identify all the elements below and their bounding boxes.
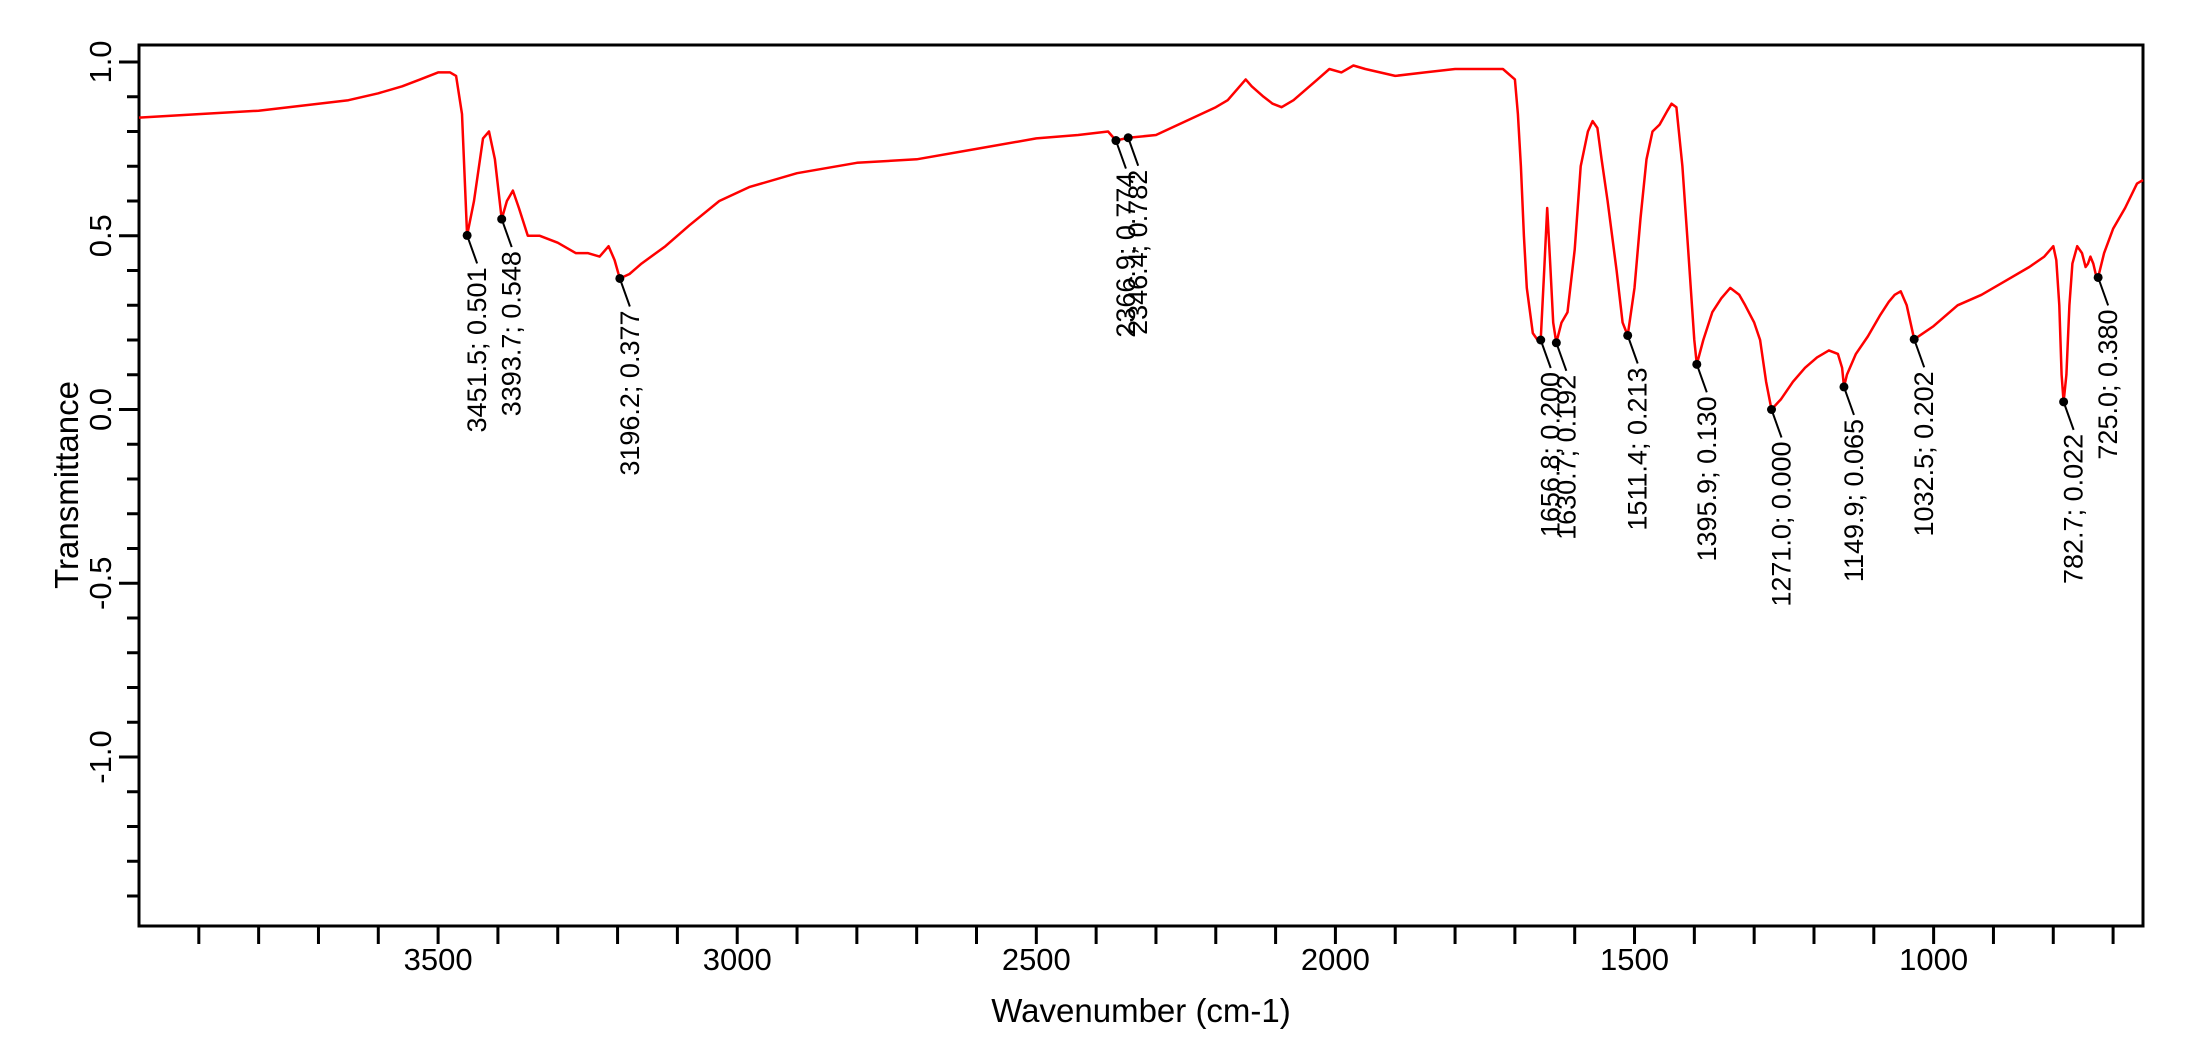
peak-leader-line bbox=[500, 218, 513, 248]
peak-label: 1630.7; 0.192 bbox=[1551, 375, 1581, 540]
y-tick-label: -1.0 bbox=[83, 730, 118, 783]
peak-label: 3393.7; 0.548 bbox=[497, 251, 527, 416]
x-axis-ticks: 3500 3000 2500 2000 1500 1000 bbox=[197, 926, 2115, 977]
peak-marker bbox=[462, 230, 472, 240]
peak-marker bbox=[1909, 334, 1919, 344]
y-tick-label: 0.0 bbox=[83, 388, 118, 431]
y-tick-label: -0.5 bbox=[83, 557, 118, 610]
peak-label: 3196.2; 0.377 bbox=[615, 310, 645, 475]
x-tick-label: 2000 bbox=[1301, 942, 1370, 977]
peak-marker bbox=[1623, 330, 1633, 340]
peak-leader-line bbox=[1114, 140, 1127, 169]
plot-frame bbox=[137, 43, 2145, 928]
x-tick-label: 3000 bbox=[703, 942, 772, 977]
peak-leader-line bbox=[1539, 339, 1552, 369]
peak-label: 1395.9; 0.130 bbox=[1692, 396, 1722, 561]
peak-label: 1032.5; 0.202 bbox=[1909, 371, 1939, 536]
peak-label: 1511.4; 0.213 bbox=[1623, 367, 1653, 530]
x-tick-label: 1000 bbox=[1899, 942, 1968, 977]
peak-leader-line bbox=[1770, 409, 1783, 438]
peak-label: 2366.9; 0.774 bbox=[1111, 173, 1141, 338]
peak-marker bbox=[615, 273, 625, 283]
peak-leader-line bbox=[1843, 386, 1855, 416]
peak-label: 725.0; 0.380 bbox=[2093, 309, 2123, 459]
peak-label: 2346.4; 0.782 bbox=[1123, 170, 1153, 335]
y-axis-ticks: 1.0 0.5 0.0 -0.5 -1.0 bbox=[83, 40, 139, 898]
peak-marker bbox=[1123, 133, 1133, 143]
peak-marker bbox=[2059, 397, 2069, 407]
peak-marker bbox=[497, 214, 507, 224]
peak-label: 1149.9; 0.065 bbox=[1839, 419, 1869, 582]
peak-label: 782.7; 0.022 bbox=[2059, 434, 2089, 584]
peak-leader-line bbox=[1626, 335, 1639, 364]
spectrum-line bbox=[138, 64, 2144, 411]
y-tick-label: 1.0 bbox=[83, 40, 118, 83]
peak-marker bbox=[1839, 382, 1849, 392]
peak-leader-line bbox=[2097, 277, 2110, 306]
peak-leader-line bbox=[1913, 338, 1926, 368]
peak-marker bbox=[1111, 136, 1121, 146]
peak-leader-line bbox=[618, 278, 631, 307]
peak-marker bbox=[1767, 405, 1777, 414]
peak-marker bbox=[1551, 338, 1561, 348]
x-tick-label: 3500 bbox=[404, 942, 473, 977]
peak-annotations: 3451.5; 0.501 3393.7; 0.548 3196.2; 0.377 2… bbox=[462, 133, 2123, 607]
peak-leader-line bbox=[1555, 342, 1568, 372]
peak-leader-line bbox=[1695, 363, 1708, 393]
peak-marker bbox=[2093, 272, 2103, 282]
peak-marker bbox=[1692, 359, 1702, 369]
peak-leader-line bbox=[1127, 137, 1140, 167]
x-tick-label: 2500 bbox=[1002, 942, 1071, 977]
peak-label: 1271.0; 0.000 bbox=[1767, 442, 1797, 607]
x-tick-label: 1500 bbox=[1600, 942, 1669, 977]
peak-marker bbox=[1536, 335, 1546, 345]
peak-leader-line bbox=[2062, 401, 2075, 431]
peak-label: 1656.8; 0.200 bbox=[1536, 372, 1566, 537]
y-tick-label: 0.5 bbox=[83, 214, 118, 257]
x-axis-title: Wavenumber (cm-1) bbox=[991, 992, 1291, 1029]
peak-leader-line bbox=[466, 235, 479, 264]
y-axis-title: Transmittance bbox=[48, 381, 85, 589]
peak-label: 3451.5; 0.501 bbox=[462, 267, 492, 432]
